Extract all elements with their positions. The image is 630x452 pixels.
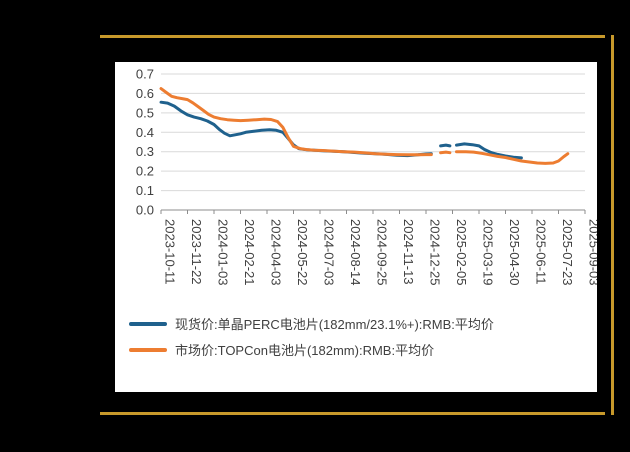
y-tick-label: 0.2: [136, 164, 154, 179]
x-tick-label: 2024-08-14: [348, 219, 363, 286]
bottom-gold-rule: [100, 412, 605, 415]
y-tick-label: 0.0: [136, 203, 154, 218]
y-tick-label: 0.6: [136, 86, 154, 101]
y-tick-label: 0.7: [136, 67, 154, 82]
x-tick-label: 2025-02-05: [454, 219, 469, 286]
chart-legend: 现货价:单晶PERC电池片(182mm/23.1%+):RMB:平均价 市场价:…: [129, 314, 494, 359]
y-tick-label: 0.1: [136, 183, 154, 198]
x-tick-label: 2023-10-11: [163, 219, 178, 285]
x-tick-label: 2024-04-03: [269, 219, 284, 286]
y-tick-label: 0.5: [136, 105, 154, 120]
topcon-line-swatch: [129, 347, 167, 352]
chart-card: 0.0 0.1 0.2 0.3 0.4 0.5 0.6 0.7 2023-10-11 2023-1…: [115, 62, 597, 392]
legend-label-topcon: 市场价:TOPCon电池片(182mm):RMB:平均价: [175, 343, 435, 358]
x-tick-label: 2024-12-25: [428, 219, 443, 286]
x-tick-label: 2024-07-03: [322, 219, 337, 286]
x-tick-label: 2025-03-19: [481, 219, 496, 286]
x-tick-label: 2024-02-21: [242, 219, 257, 286]
x-tick-label: 2024-01-03: [216, 219, 231, 286]
x-tick-label: 2024-09-25: [375, 219, 390, 286]
x-tick-label: 2025-07-23: [560, 219, 575, 286]
x-tick-label: 2025-06-11: [534, 219, 549, 285]
x-tick-label: 2023-11-22: [189, 219, 204, 285]
legend-label-perc: 现货价:单晶PERC电池片(182mm/23.1%+):RMB:平均价: [175, 317, 494, 332]
series-line-1: [159, 87, 570, 165]
x-tick-label: 2025-04-30: [507, 219, 522, 286]
legend-item-perc: 现货价:单晶PERC电池片(182mm/23.1%+):RMB:平均价: [129, 314, 494, 333]
right-gold-rule: [611, 35, 614, 415]
x-tick-label: 2025-09-03: [587, 219, 598, 286]
price-line-chart: 0.0 0.1 0.2 0.3 0.4 0.5 0.6 0.7 2023-10-11 2023-1…: [136, 67, 598, 286]
perc-line-swatch: [129, 321, 167, 326]
y-tick-label: 0.3: [136, 144, 154, 159]
y-tick-label: 0.4: [136, 125, 154, 140]
top-gold-rule: [100, 35, 605, 38]
series-line-0: [159, 100, 523, 160]
x-tick-label: 2024-05-22: [295, 219, 310, 286]
legend-item-topcon: 市场价:TOPCon电池片(182mm):RMB:平均价: [129, 340, 494, 359]
x-tick-label: 2024-11-13: [401, 219, 416, 285]
